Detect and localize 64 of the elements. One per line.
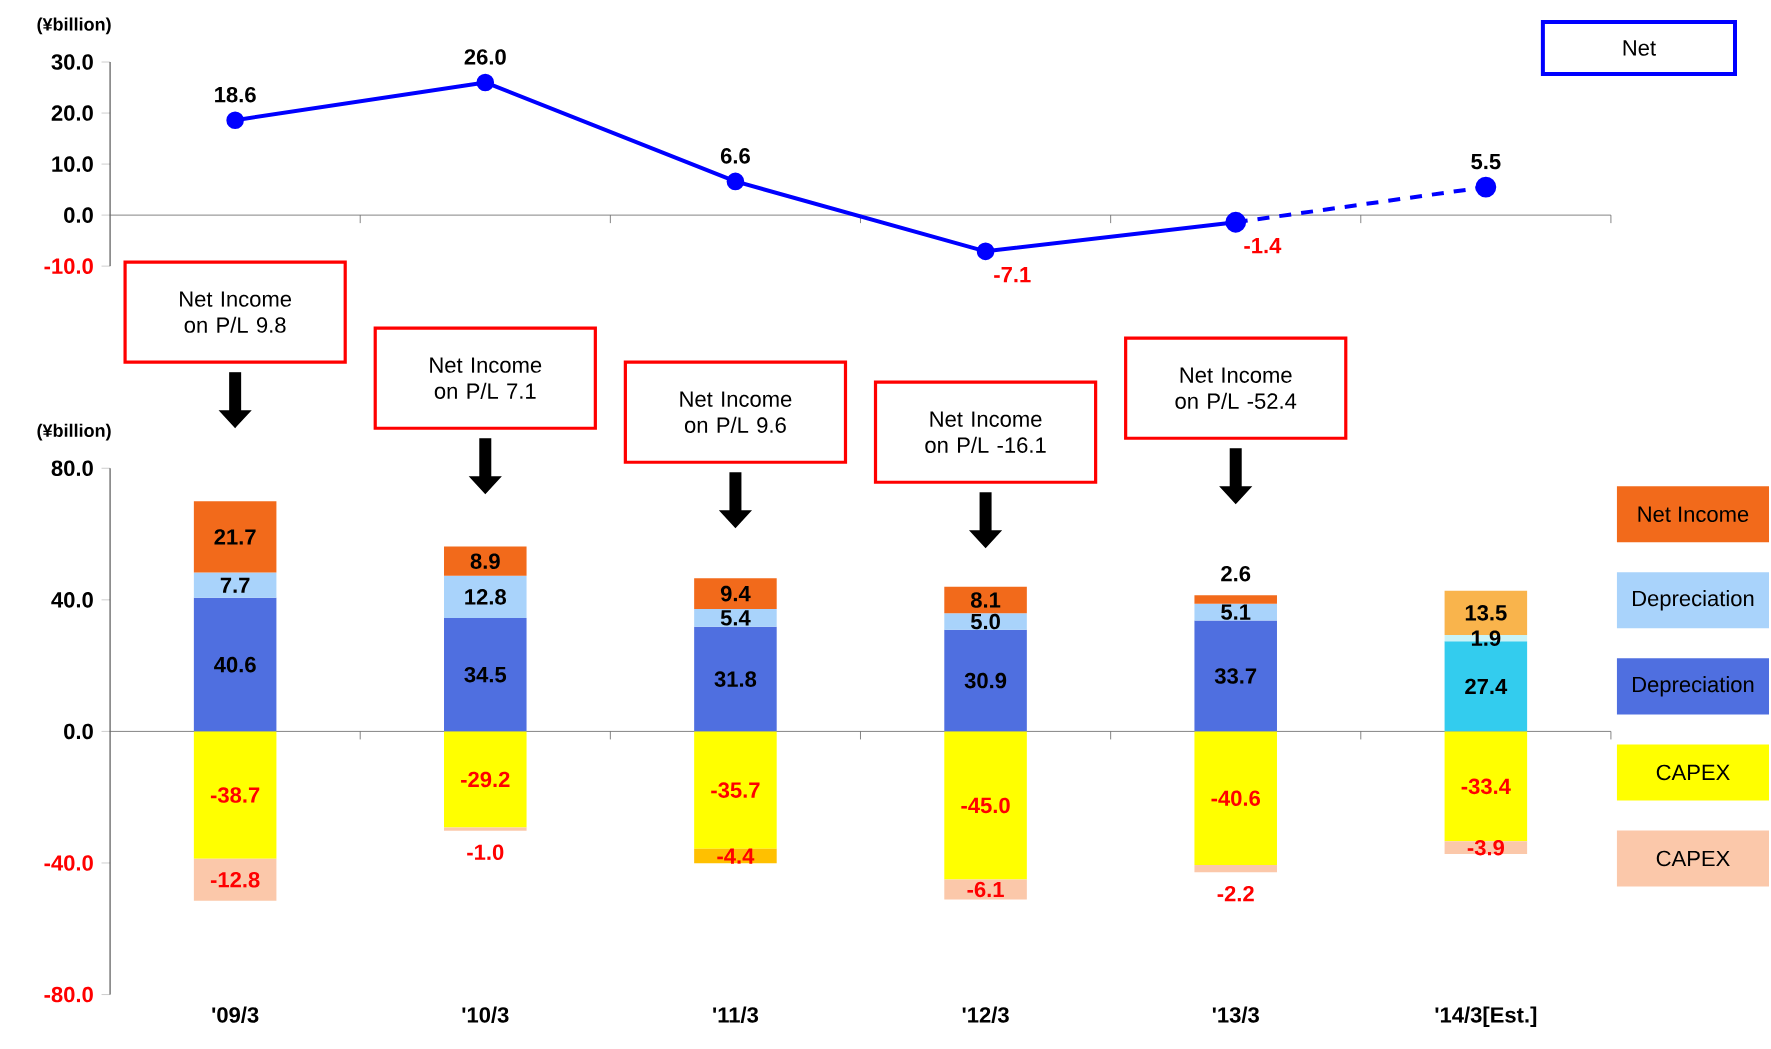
data-label: -4.4 <box>717 848 755 864</box>
text: Net Income on P/L -52.4 <box>1175 367 1297 410</box>
data-label: 33.7 <box>1214 668 1257 684</box>
y-tick-label: 0.0 <box>64 723 93 740</box>
data-label: 5.1 <box>1221 604 1251 621</box>
data-label: -3.9 <box>1467 840 1504 856</box>
x-tick-label: '14/3[Est.] <box>1435 1006 1537 1028</box>
y-tick-label: 20.0 <box>51 105 93 122</box>
data-label: -6.1 <box>967 881 1004 898</box>
x-tick-label: '11/3 <box>713 1006 759 1024</box>
data-label: 5.0 <box>970 613 1000 630</box>
data-label: 12.8 <box>465 589 507 605</box>
data-label: 2.6 <box>1221 566 1251 582</box>
text: Net Income on P/L 9.6 <box>680 391 792 434</box>
data-label: 34.5 <box>464 667 507 683</box>
data-label: -2.2 <box>1217 886 1254 902</box>
y-tick-label: 10.0 <box>52 156 93 173</box>
data-label: 8.9 <box>470 553 500 570</box>
text: CAPEX <box>1656 850 1730 867</box>
data-label: -1.4 <box>1244 238 1282 254</box>
x-tick-label: '10/3 <box>462 1006 509 1024</box>
data-label: -33.4 <box>1461 778 1511 795</box>
y-tick-label: 30.0 <box>51 54 93 71</box>
text: Net <box>1623 40 1656 56</box>
text: Depreciation <box>1633 590 1754 611</box>
data-label: 26.0 <box>464 49 506 65</box>
data-label: 30.9 <box>964 673 1007 689</box>
x-tick-label: '09/3 <box>212 1006 259 1024</box>
text: Net Income on P/L 9.8 <box>180 291 292 334</box>
data-label: -7.1 <box>994 267 1031 283</box>
text: Net Income <box>1638 506 1749 523</box>
data-label: 5.5 <box>1471 154 1501 170</box>
data-label: 9.4 <box>720 586 751 602</box>
data-label: 21.7 <box>214 529 256 545</box>
y-axis-title: (¥billion) <box>37 17 111 35</box>
data-label: 18.6 <box>215 87 256 103</box>
y-tick-label: 80.0 <box>51 460 93 477</box>
text: Net Income on P/L -16.1 <box>925 411 1046 454</box>
data-label: -1.0 <box>467 844 504 861</box>
data-label: 31.8 <box>714 671 757 688</box>
data-label: -38.7 <box>210 787 260 804</box>
data-label: -35.7 <box>711 782 760 799</box>
text: Depreciation <box>1633 676 1754 697</box>
y-axis-title: (¥billion) <box>37 423 111 441</box>
y-tick-label: -10.0 <box>44 258 93 275</box>
y-tick-label: -80.0 <box>44 986 93 1003</box>
text: CAPEX <box>1656 764 1730 781</box>
y-tick-label: 40.0 <box>51 592 93 608</box>
data-label: -29.2 <box>461 771 510 788</box>
data-label: 13.5 <box>1465 605 1507 621</box>
data-label: 40.6 <box>214 657 256 673</box>
data-label: -12.8 <box>210 872 260 888</box>
data-label: 6.6 <box>720 148 750 164</box>
data-label: 8.1 <box>970 592 1001 609</box>
data-label: 5.4 <box>720 610 751 626</box>
data-label: 27.4 <box>1465 678 1508 695</box>
y-tick-label: -40.0 <box>44 855 93 871</box>
data-label: 7.7 <box>220 577 250 593</box>
x-tick-label: '12/3 <box>962 1006 1009 1024</box>
data-label: -45.0 <box>961 797 1010 814</box>
y-tick-label: 0.0 <box>64 207 93 224</box>
text: Net Income on P/L 7.1 <box>430 357 542 400</box>
x-tick-label: '13/3 <box>1212 1006 1259 1024</box>
data-label: -40.6 <box>1211 790 1261 807</box>
